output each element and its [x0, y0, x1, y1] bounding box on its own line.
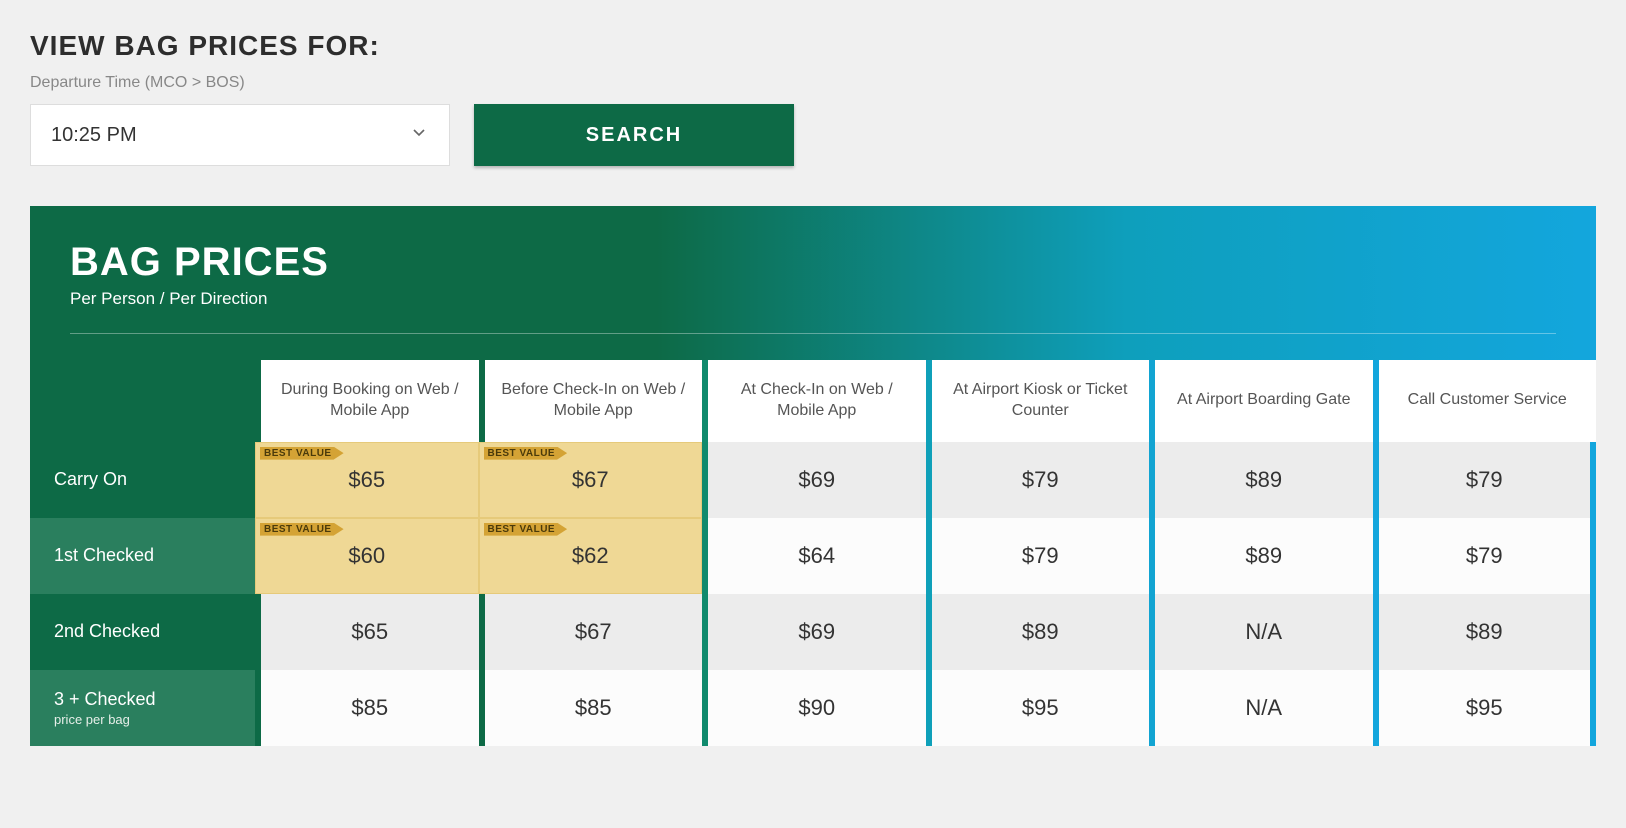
price-value: $89 — [1466, 619, 1503, 644]
price-value: $89 — [1245, 467, 1282, 492]
col-header: Before Check-In on Web / Mobile App — [479, 360, 703, 442]
price-value: $67 — [575, 619, 612, 644]
price-cell: $79 — [1373, 442, 1597, 518]
divider — [70, 333, 1556, 334]
col-header: At Airport Kiosk or Ticket Counter — [926, 360, 1150, 442]
row-label-sub: price per bag — [54, 712, 255, 727]
price-cell: $89 — [1149, 442, 1373, 518]
page-title: VIEW BAG PRICES FOR: — [30, 30, 1596, 62]
table-row: Carry On BEST VALUE $65 BEST VALUE $67 $69 $79… — [30, 442, 1596, 518]
price-cell: $85 — [479, 670, 703, 746]
price-value: $79 — [1466, 543, 1503, 568]
price-value: $65 — [351, 619, 388, 644]
price-cell: N/A — [1149, 594, 1373, 670]
price-cell: $85 — [255, 670, 479, 746]
col-header: Call Customer Service — [1373, 360, 1597, 442]
price-value: $64 — [798, 543, 835, 568]
best-value-badge: BEST VALUE — [260, 447, 344, 460]
price-cell: BEST VALUE $65 — [255, 442, 479, 518]
table-subtitle: Per Person / Per Direction — [70, 289, 1556, 309]
price-value: $60 — [348, 543, 385, 568]
price-cell: $89 — [1149, 518, 1373, 594]
price-cell: BEST VALUE $67 — [479, 442, 703, 518]
search-button[interactable]: SEARCH — [474, 104, 794, 166]
price-value: $90 — [798, 695, 835, 720]
price-cell: $90 — [702, 670, 926, 746]
row-label: 3 + Checkedprice per bag — [30, 670, 255, 746]
price-cell: $67 — [479, 594, 703, 670]
price-value: N/A — [1245, 619, 1282, 644]
price-cell: $89 — [926, 594, 1150, 670]
price-cell: $69 — [702, 442, 926, 518]
price-value: $65 — [348, 467, 385, 492]
price-cell: $79 — [926, 518, 1150, 594]
price-value: $79 — [1466, 467, 1503, 492]
price-cell: BEST VALUE $62 — [479, 518, 703, 594]
price-value: $85 — [351, 695, 388, 720]
table-row: 1st Checked BEST VALUE $60 BEST VALUE $62 $64… — [30, 518, 1596, 594]
price-cell: N/A — [1149, 670, 1373, 746]
price-value: $85 — [575, 695, 612, 720]
price-cell: $79 — [1373, 518, 1597, 594]
table-row: 3 + Checkedprice per bag $85 $85 $90 $95 N/A $… — [30, 670, 1596, 746]
price-value: $67 — [572, 467, 609, 492]
best-value-badge: BEST VALUE — [260, 523, 344, 536]
price-cell: BEST VALUE $60 — [255, 518, 479, 594]
chevron-down-icon — [409, 123, 429, 148]
row-label: Carry On — [30, 442, 255, 518]
price-cell: $69 — [702, 594, 926, 670]
price-value: $89 — [1245, 543, 1282, 568]
price-value: $89 — [1022, 619, 1059, 644]
col-header: At Airport Boarding Gate — [1149, 360, 1373, 442]
table-row: 2nd Checked $65 $67 $69 $89 N/A $89 — [30, 594, 1596, 670]
price-value: N/A — [1245, 695, 1282, 720]
price-value: $69 — [798, 619, 835, 644]
price-value: $95 — [1022, 695, 1059, 720]
bag-prices-panel: BAG PRICES Per Person / Per Direction Du… — [30, 206, 1596, 746]
col-header: At Check-In on Web / Mobile App — [702, 360, 926, 442]
bag-prices-table: During Booking on Web / Mobile App Befor… — [30, 360, 1596, 746]
best-value-badge: BEST VALUE — [484, 447, 568, 460]
price-cell: $65 — [255, 594, 479, 670]
row-label: 1st Checked — [30, 518, 255, 594]
price-value: $95 — [1466, 695, 1503, 720]
price-value: $69 — [798, 467, 835, 492]
price-cell: $79 — [926, 442, 1150, 518]
price-cell: $95 — [926, 670, 1150, 746]
price-cell: $95 — [1373, 670, 1597, 746]
price-cell: $89 — [1373, 594, 1597, 670]
row-label: 2nd Checked — [30, 594, 255, 670]
best-value-badge: BEST VALUE — [484, 523, 568, 536]
departure-time-select[interactable]: 10:25 PM — [30, 104, 450, 166]
price-value: $79 — [1022, 467, 1059, 492]
table-corner-blank — [30, 360, 255, 442]
departure-label: Departure Time (MCO > BOS) — [30, 74, 1596, 92]
price-value: $79 — [1022, 543, 1059, 568]
table-title: BAG PRICES — [70, 240, 1556, 285]
search-row: 10:25 PM SEARCH — [30, 104, 1596, 166]
price-value: $62 — [572, 543, 609, 568]
col-header: During Booking on Web / Mobile App — [255, 360, 479, 442]
price-cell: $64 — [702, 518, 926, 594]
departure-time-value: 10:25 PM — [51, 124, 137, 147]
